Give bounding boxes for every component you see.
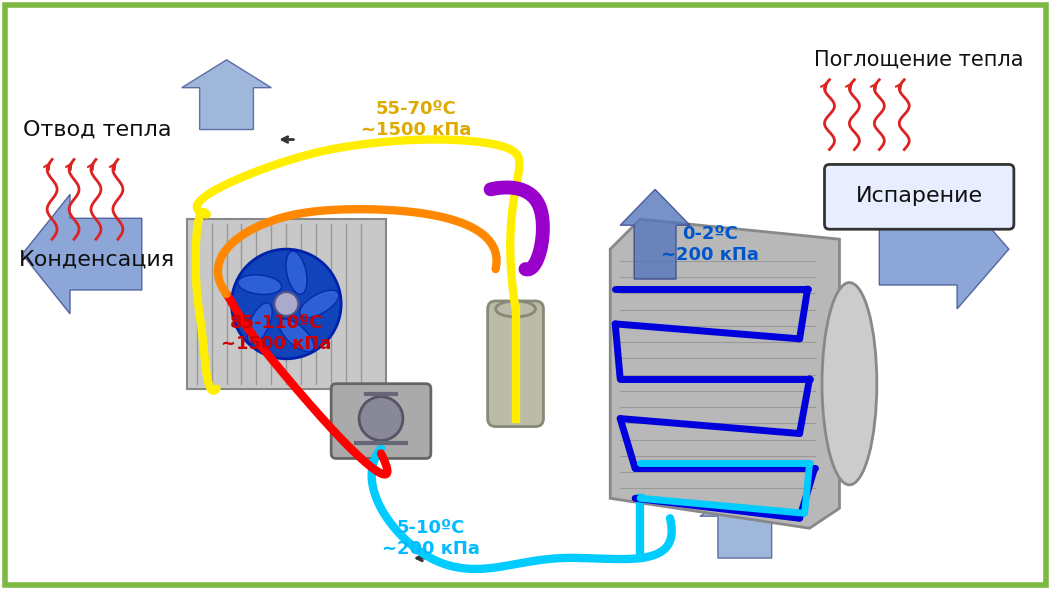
Ellipse shape <box>279 319 314 352</box>
Ellipse shape <box>238 275 282 294</box>
FancyBboxPatch shape <box>331 383 431 458</box>
Text: Поглощение тепла: Поглощение тепла <box>815 50 1024 70</box>
Polygon shape <box>700 488 789 558</box>
Polygon shape <box>182 60 271 130</box>
FancyBboxPatch shape <box>488 301 543 426</box>
Bar <box>187 219 386 389</box>
Text: 55-70ºС
~1500 кПа: 55-70ºС ~1500 кПа <box>360 100 471 139</box>
Polygon shape <box>22 194 142 314</box>
Text: Конденсация: Конденсация <box>19 249 176 269</box>
Circle shape <box>231 249 342 359</box>
Ellipse shape <box>286 251 307 294</box>
Ellipse shape <box>496 301 535 317</box>
Circle shape <box>359 396 403 441</box>
FancyBboxPatch shape <box>824 164 1014 229</box>
Text: 85-110ºС
~1500 кПа: 85-110ºС ~1500 кПа <box>221 315 331 353</box>
Text: 5-10ºС
~200 кПа: 5-10ºС ~200 кПа <box>382 519 479 558</box>
Polygon shape <box>880 189 1009 309</box>
Ellipse shape <box>822 283 877 485</box>
Ellipse shape <box>300 290 338 317</box>
Text: Отвод тепла: Отвод тепла <box>23 120 171 140</box>
Text: Испарение: Испарение <box>856 186 983 206</box>
Polygon shape <box>620 189 689 279</box>
Text: 0-2ºС
~200 кПа: 0-2ºС ~200 кПа <box>661 225 759 263</box>
Ellipse shape <box>247 303 272 344</box>
Polygon shape <box>611 219 840 528</box>
Circle shape <box>274 292 298 316</box>
